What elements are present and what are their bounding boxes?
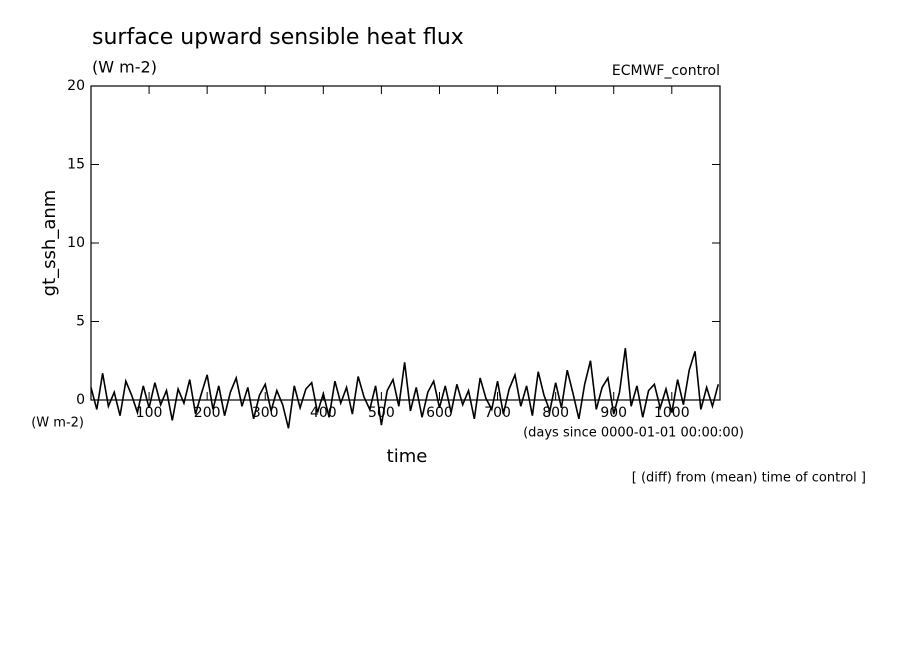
y-tick-label: 0 [76,392,85,408]
x-axis-label: time [387,446,428,467]
y-units: (W m-2) [31,416,84,431]
x-tick-label: 1000 [654,405,690,421]
x-tick-label: 500 [368,405,395,421]
x-units: (days since 0000-01-01 00:00:00) [523,426,744,441]
y-tick-label: 5 [76,314,85,330]
subtitle: (W m-2) [92,58,157,77]
y-tick-label: 20 [67,78,85,94]
note: [ (diff) from (mean) time of control ] [632,471,866,486]
x-tick-label: 700 [484,405,511,421]
annotation: ECMWF_control [612,63,720,79]
x-tick-label: 400 [310,405,337,421]
y-tick-label: 10 [67,235,85,251]
y-axis-label: gt_ssh_anm [39,190,60,297]
chart-title: surface upward sensible heat flux [92,25,464,50]
x-tick-label: 100 [136,405,163,421]
series-line [90,348,720,429]
y-tick-label: 15 [67,157,85,173]
x-tick-label: 800 [542,405,569,421]
x-tick-label: 600 [426,405,453,421]
